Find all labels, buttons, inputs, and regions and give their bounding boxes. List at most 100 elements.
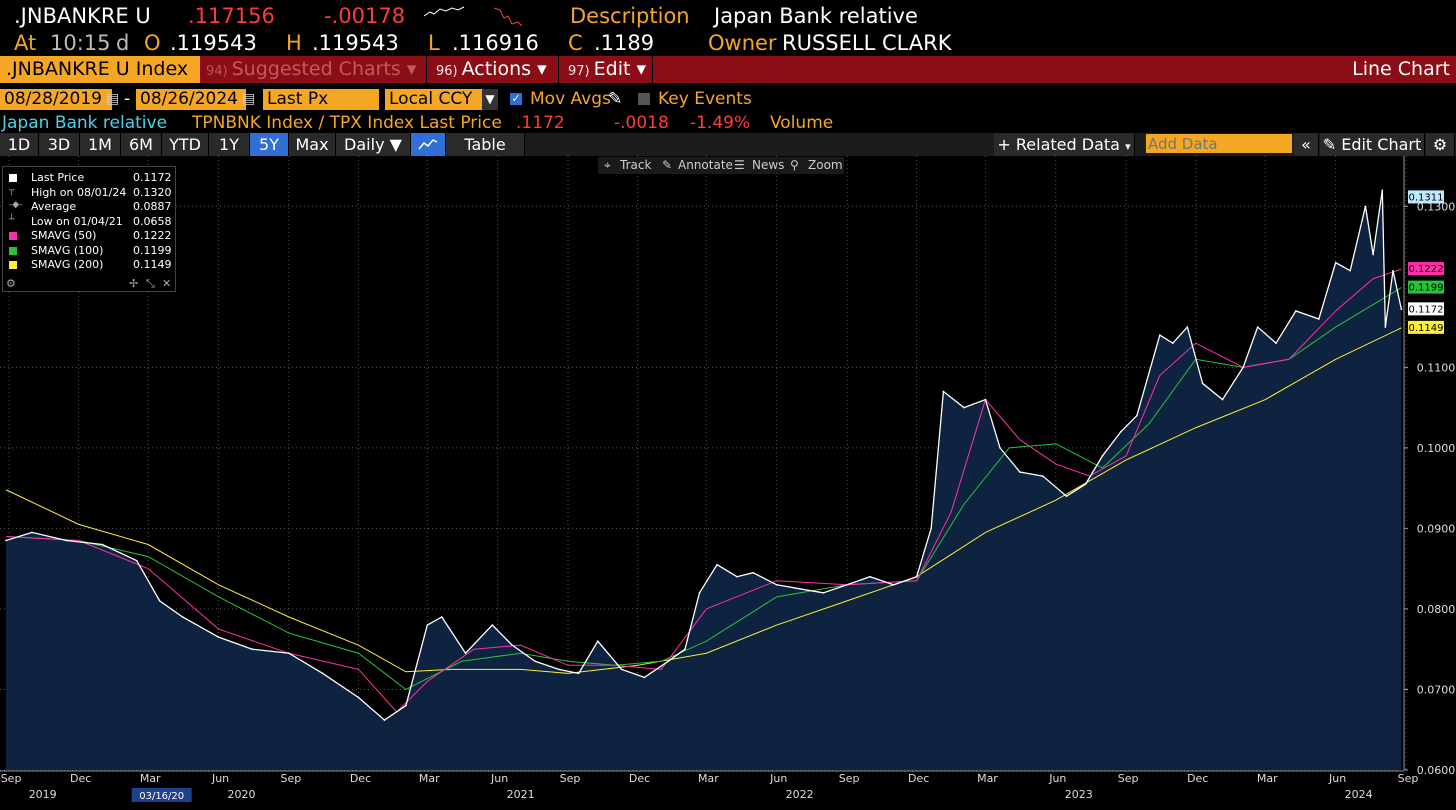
calendar-icon[interactable]: ▤	[242, 91, 256, 107]
control-row: 08/28/2019 ▤ - 08/26/2024 ▤ Last Px Loca…	[0, 89, 1456, 113]
legend-swatch	[9, 246, 17, 255]
price-point	[1084, 483, 1087, 485]
price-point	[930, 527, 932, 530]
value-tag-label: 0.1311	[1409, 192, 1444, 203]
info-row: Japan Bank relative TPNBNK Index / TPX I…	[0, 113, 1456, 133]
suggested-label: Suggested Charts	[231, 58, 401, 80]
x-tick-label: Mar	[419, 772, 440, 785]
zoom-button[interactable]: Zoom	[808, 158, 843, 172]
legend-value: 0.0887	[133, 200, 172, 213]
actions-menu[interactable]: 96) Actions ▾	[430, 56, 564, 83]
track-button[interactable]: Track	[620, 158, 652, 172]
related-data-menu[interactable]: + Related Data ▾	[994, 133, 1135, 156]
value-tag-box	[1408, 190, 1444, 204]
price-point	[597, 640, 599, 642]
sparkline-icon	[424, 6, 465, 17]
period-1m[interactable]: 1M	[80, 133, 121, 156]
period-1y[interactable]: 1Y	[209, 133, 250, 156]
legend-row: SMAVG (100) 0.1199	[7, 244, 173, 258]
security-field[interactable]: .JNBANKRE U Index	[0, 56, 200, 83]
price-point	[181, 616, 184, 618]
x-tick-label: Mar	[698, 772, 719, 785]
price-point	[357, 696, 360, 699]
price-point	[736, 575, 738, 578]
resize-icon[interactable]: ⤡	[146, 277, 155, 290]
calendar-icon[interactable]: ▤	[106, 91, 120, 107]
add-data-input[interactable]	[1146, 134, 1292, 153]
price-point	[1101, 455, 1104, 457]
period-3d[interactable]: 3D	[39, 133, 80, 156]
zoom-icon[interactable]: ⚲	[790, 158, 799, 172]
price-point	[984, 398, 987, 401]
suggested-charts-menu[interactable]: 94) Suggested Charts ▾	[200, 56, 424, 83]
close-icon[interactable]: ✕	[162, 277, 172, 290]
period-1d[interactable]: 1D	[0, 133, 39, 156]
price-point	[101, 543, 104, 546]
edit-chart-button[interactable]: ✎ Edit Chart	[1320, 133, 1425, 156]
price-point	[321, 672, 324, 675]
price-point	[915, 575, 918, 578]
chevron-down-icon: ▾	[406, 58, 417, 80]
legend-value: 0.1172	[133, 171, 172, 184]
x-tick-label: Sep	[839, 772, 860, 785]
edit-menu[interactable]: 97) Edit ▾	[562, 56, 660, 83]
high-value: .119543	[312, 31, 399, 55]
collapse-icon[interactable]: «	[1294, 133, 1319, 156]
price-chart[interactable]: 0.0600 0.0700 0.0800 0.0900 0.1000 0.1100 0.13…	[0, 156, 1456, 810]
series-formula: TPNBNK Index / TPX Index Last Price	[192, 113, 502, 133]
news-button[interactable]: News	[752, 158, 785, 172]
legend-swatch	[9, 232, 17, 240]
frequency-select[interactable]: Daily ▼	[336, 133, 411, 156]
news-icon[interactable]: ☰	[734, 158, 745, 172]
end-date-field[interactable]: 08/26/2024	[136, 89, 246, 110]
at-label: At	[14, 31, 37, 55]
start-date-field[interactable]: 08/28/2019	[0, 89, 112, 110]
price-point	[217, 636, 220, 638]
mov-avgs-checkbox[interactable]: ✓	[510, 92, 522, 105]
legend-label: Average	[31, 200, 77, 213]
pencil-icon[interactable]: ✎	[608, 89, 623, 109]
price-point	[1381, 189, 1384, 191]
period-6m[interactable]: 6M	[121, 133, 162, 156]
description-label: Description	[570, 4, 690, 28]
price-point	[1334, 261, 1337, 264]
edit-number: 97)	[568, 64, 590, 79]
series-pct: -1.49%	[690, 113, 751, 133]
currency-select[interactable]: Local CCY	[385, 89, 485, 110]
period-5y[interactable]: 5Y	[250, 133, 289, 156]
price-point	[1372, 253, 1374, 256]
annotate-icon[interactable]: ✎	[662, 158, 673, 172]
period-max[interactable]: Max	[289, 133, 336, 156]
chart-toolbar: 1D 3D 1M 6M YTD 1Y 5Y Max Daily ▼ Table …	[0, 133, 1456, 156]
x-tick-label: Sep	[560, 772, 581, 785]
y-tick-label: 0.0600	[1417, 764, 1456, 777]
legend-value: 0.1320	[133, 185, 172, 199]
gear-icon[interactable]: ⚙	[1426, 133, 1455, 156]
chevron-down-icon[interactable]: ▼	[482, 89, 498, 110]
price-point	[1364, 205, 1367, 208]
pin-icon[interactable]: ✢	[129, 277, 139, 290]
price-field-select[interactable]: Last Px	[263, 89, 379, 110]
line-chart-icon[interactable]	[411, 133, 446, 156]
legend-swatch	[9, 261, 17, 269]
chevron-down-icon: ▾	[636, 58, 647, 80]
chart-area[interactable]: 0.0600 0.0700 0.0800 0.0900 0.1000 0.1100 0.13…	[0, 156, 1456, 810]
high-label: H	[286, 31, 302, 55]
price-point	[846, 583, 848, 586]
chart-legend[interactable]: Last Price 0.1172 ┬ High on 08/01/24 0.1320-…	[2, 166, 176, 292]
value-tag-box	[1408, 320, 1444, 334]
price-point	[1400, 308, 1403, 311]
key-events-checkbox[interactable]	[638, 93, 650, 105]
settings-icon[interactable]: ⚙	[6, 277, 16, 290]
table-button[interactable]: Table	[446, 133, 525, 156]
year-label: 2023	[1065, 788, 1093, 801]
price-point	[775, 583, 778, 586]
x-tick-label: Dec	[70, 772, 91, 785]
price-point	[534, 660, 536, 663]
open-value: .119543	[170, 31, 257, 55]
period-ytd[interactable]: YTD	[162, 133, 209, 156]
ticker-header-row-1: .JNBANKRE U .117156 -.00178 Description …	[0, 4, 1456, 32]
price-point	[716, 563, 718, 566]
annotate-button[interactable]: Annotate	[678, 158, 733, 172]
crosshair-icon[interactable]: ⌖	[604, 158, 611, 172]
